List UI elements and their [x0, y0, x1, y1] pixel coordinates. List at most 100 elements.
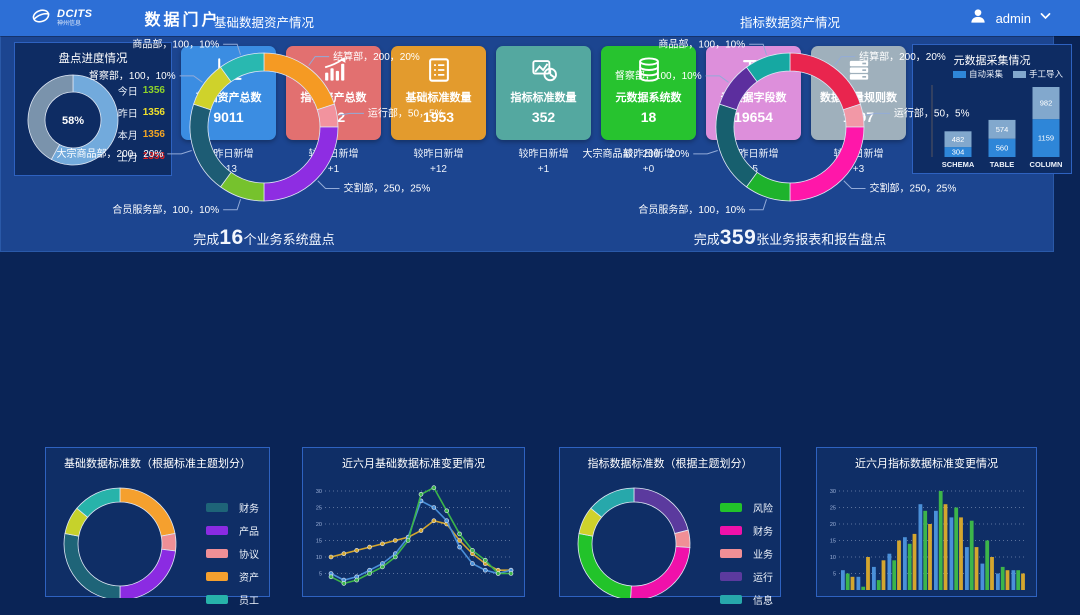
logo: DCITS 神州信息 [30, 5, 93, 32]
legend-value: 1356 [142, 151, 165, 162]
donut-callout-label: 运行部，50，5% [894, 107, 970, 120]
indicator-standard-donut-chart [577, 487, 691, 598]
legend-swatch [720, 572, 742, 581]
svg-text:20: 20 [316, 522, 322, 528]
basic-asset-summary: 完成16个业务系统盘点 [193, 226, 335, 249]
svg-text:5: 5 [833, 572, 836, 578]
legend-value: 1356 [142, 85, 165, 96]
donut-callout-label: 交割部，250，25% [344, 182, 431, 195]
chevron-down-icon[interactable] [1039, 9, 1052, 27]
kpi-card-value: 9011 [213, 109, 244, 125]
legend-label: 手工导入 [1028, 69, 1063, 79]
indicator-standard-trend-panel: 近六月指标数据标准变更情况 5 10 15 20 25 30 [816, 447, 1037, 597]
kpi-card-label: 基础标准数量 [405, 92, 472, 104]
progress-legend-item: 昨日 1356 [118, 105, 165, 120]
user-icon [968, 6, 988, 31]
legend-swatch [206, 526, 228, 535]
kpi-card[interactable]: 元数据系统数 18 [601, 46, 696, 140]
legend-label: 本月 [117, 131, 138, 142]
chart-title: 指标数据资产情况 [739, 16, 840, 30]
basic-standard-legend: 财务产品协议资产员工 [206, 500, 259, 615]
kpi-card-value: 352 [531, 109, 556, 125]
inventory-progress-panel: 盘点进度情况 58% 今日 1356 昨日 1356 本月 1356 上月 1356 [14, 42, 172, 176]
basic-standard-trend-panel: 近六月基础数据标准变更情况 5 10 15 20 25 30 [302, 447, 525, 597]
kpi-delta-label: 较昨日新增 [728, 149, 779, 160]
legend-item: 产品 [206, 523, 259, 538]
kpi-card[interactable]: 基础标准数量 1953 [391, 46, 486, 140]
legend-item: 财务 [720, 523, 773, 538]
legend-item: 协议 [206, 546, 259, 561]
metadata-collection-bar-chart: 304 482 SCHEMA 560 574 TABLE 1159 982 COLUMN [931, 85, 1063, 169]
donut-callout-label: 运行部，50，5% [368, 107, 444, 120]
indicator-asset-section: 指标数据资产情况 结算部，200，20% 运行部，50，5% 交割部，250，25%… [527, 1, 1053, 251]
svg-text:482: 482 [952, 135, 965, 144]
legend-swatch [720, 595, 742, 604]
legend-value: 1356 [142, 129, 165, 140]
logo-subtext: 神州信息 [57, 21, 82, 27]
kpi-delta-label: 较昨日新增 [308, 149, 359, 160]
legend-item: 信息 [720, 592, 773, 607]
kpi-card-delta: 较昨日新增 +12 [391, 148, 486, 177]
inventory-progress-donut-chart: 58% [27, 74, 119, 166]
legend-label: 员工 [239, 596, 259, 607]
basic-asset-donut-chart: 结算部，200，20% 运行部，50，5% 交割部，250，25% 合员服务部，100… [57, 37, 444, 215]
kpi-delta-value: +1 [327, 163, 340, 175]
kpi-card-wrap: 指标标准数量 352 较昨日新增 +1 [496, 46, 591, 177]
kpi-card-value: 18 [640, 109, 657, 125]
panel-title: 元数据采集情况 [953, 55, 1031, 67]
page-title: 数据门户 [144, 12, 221, 29]
svg-text:10: 10 [830, 555, 836, 561]
kpi-delta-value: +0 [642, 163, 655, 175]
panel-title: 基础数据标准数（根据标准主题划分） [64, 458, 251, 470]
progress-legend-item: 上月 1356 [118, 149, 165, 164]
basic-asset-section: 基础数据资产情况 结算部，200，20% 运行部，50，5% 交割部，250，25%… [1, 1, 527, 251]
panel-title: 指标数据标准数（根据主题划分） [587, 458, 753, 470]
legend-item: 运行 [720, 569, 773, 584]
user-menu[interactable]: admin [968, 6, 1052, 31]
meta-legend-item: 自动采集 [952, 68, 1003, 80]
inventory-progress-legend: 今日 1356 昨日 1356 本月 1356 上月 1356 [118, 83, 165, 171]
legend-item: 业务 [720, 546, 773, 561]
legend-label: 业务 [753, 550, 773, 561]
progress-center-label: 58% [62, 115, 84, 127]
svg-text:15: 15 [316, 539, 322, 545]
legend-swatch [206, 595, 228, 604]
kpi-cards: 基础资产总数9011较昨日新增+13指标资产总数352较昨日新增+1基础标准数量… [181, 46, 906, 177]
legend-item: 资产 [206, 569, 259, 584]
svg-text:560: 560 [996, 143, 1009, 152]
kpi-delta-value: +13 [220, 163, 237, 175]
basic-standard-donut-chart [63, 487, 177, 598]
kpi-card[interactable]: 指标标准数量 352 [496, 46, 591, 140]
svg-text:982: 982 [1040, 99, 1053, 108]
panel-title: 近六月指标数据标准变更情况 [855, 458, 998, 470]
panel-title: 盘点进度情况 [58, 53, 128, 65]
progress-legend-item: 今日 1356 [118, 83, 165, 98]
legend-swatch [720, 526, 742, 535]
kpi-delta-label: 较昨日新增 [203, 149, 254, 160]
legend-label: 协议 [239, 550, 259, 561]
image-chart-icon [527, 54, 561, 86]
kpi-delta-label: 较昨日新增 [623, 149, 674, 160]
kpi-card-delta: 较昨日新增 +0 [601, 148, 696, 177]
svg-text:574: 574 [996, 125, 1009, 134]
legend-item: 风险 [720, 500, 773, 515]
legend-label: 财务 [239, 504, 259, 515]
legend-label: 产品 [239, 527, 259, 538]
svg-text:30: 30 [316, 489, 322, 495]
legend-label: 风险 [753, 504, 773, 515]
kpi-card-label: 元数据系统数 [615, 92, 682, 104]
legend-item: 财务 [206, 500, 259, 515]
kpi-card-delta: 较昨日新增 +13 [181, 148, 276, 177]
chart-title: 基础数据资产情况 [213, 16, 314, 30]
svg-text:COLUMN: COLUMN [1030, 160, 1063, 169]
logo-text: DCITS [57, 8, 93, 20]
kpi-card-value: 19654 [734, 109, 773, 125]
donut-callout-label: 商品部，100，10% [658, 37, 745, 50]
donut-callout-label: 督察部，100，10% [615, 69, 702, 82]
kpi-card-value: 1953 [422, 109, 455, 125]
basic-standard-line-chart: 5 10 15 20 25 30 [316, 485, 514, 586]
legend-label: 运行 [753, 573, 773, 584]
kpi-card-label: 指标标准数量 [510, 92, 577, 104]
database-icon [633, 54, 665, 86]
dcits-swirl-icon [30, 5, 52, 32]
